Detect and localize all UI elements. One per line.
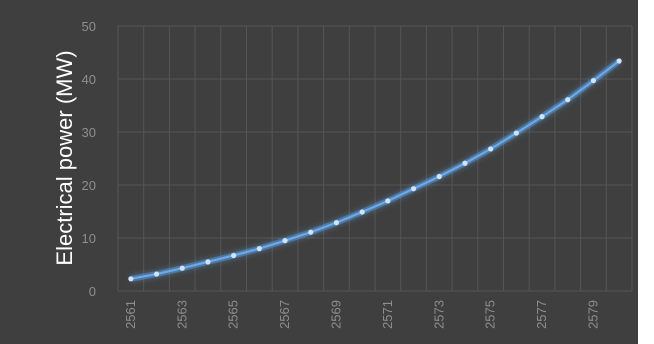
x-axis-ticks: 2561 2563 2565 2567 2569 2571 2573 2575 2577 2579	[123, 300, 601, 329]
chart-panel: 0 10 20 30 40 50 2561 2563 2565 2567 2569 2571 2573…	[0, 0, 638, 344]
x-tick-label: 2561	[123, 300, 138, 329]
data-point	[410, 186, 417, 192]
y-tick-label: 20	[82, 178, 96, 193]
data-point	[333, 220, 340, 226]
x-tick-label: 2563	[174, 300, 189, 329]
series-electrical-power	[128, 58, 622, 282]
y-tick-label: 0	[89, 284, 96, 299]
y-tick-label: 40	[82, 72, 96, 87]
x-tick-label: 2569	[328, 300, 343, 329]
data-point	[359, 209, 365, 215]
x-tick-label: 2575	[483, 300, 498, 329]
data-point	[205, 259, 211, 265]
data-point	[282, 238, 288, 244]
line-chart: 0 10 20 30 40 50 2561 2563 2565 2567 2569 2571 2573…	[52, 19, 633, 329]
y-tick-label: 30	[82, 125, 96, 140]
data-point	[462, 160, 468, 166]
y-tick-label: 10	[82, 231, 96, 246]
y-tick-label: 50	[82, 19, 96, 34]
x-tick-label: 2573	[431, 300, 446, 329]
data-point	[436, 173, 442, 180]
data-point	[179, 265, 185, 271]
data-point	[513, 130, 519, 136]
gridlines	[117, 25, 633, 292]
data-point	[565, 97, 571, 103]
series-line	[130, 60, 620, 280]
data-point	[488, 146, 494, 152]
x-tick-label: 2567	[277, 300, 292, 329]
data-point	[153, 271, 160, 277]
data-point	[539, 114, 545, 120]
data-point	[256, 246, 262, 252]
data-point	[128, 276, 134, 282]
y-axis-ticks: 0 10 20 30 40 50	[82, 19, 96, 299]
x-tick-label: 2565	[226, 300, 241, 329]
x-tick-label: 2571	[380, 300, 395, 329]
data-point	[231, 252, 237, 259]
data-point	[308, 229, 314, 235]
data-point	[616, 58, 622, 64]
data-point	[590, 77, 597, 84]
x-tick-label: 2579	[585, 300, 600, 329]
y-axis-title: Electrical power (MW)	[52, 50, 77, 265]
x-tick-label: 2577	[534, 300, 549, 329]
data-point	[385, 198, 391, 204]
